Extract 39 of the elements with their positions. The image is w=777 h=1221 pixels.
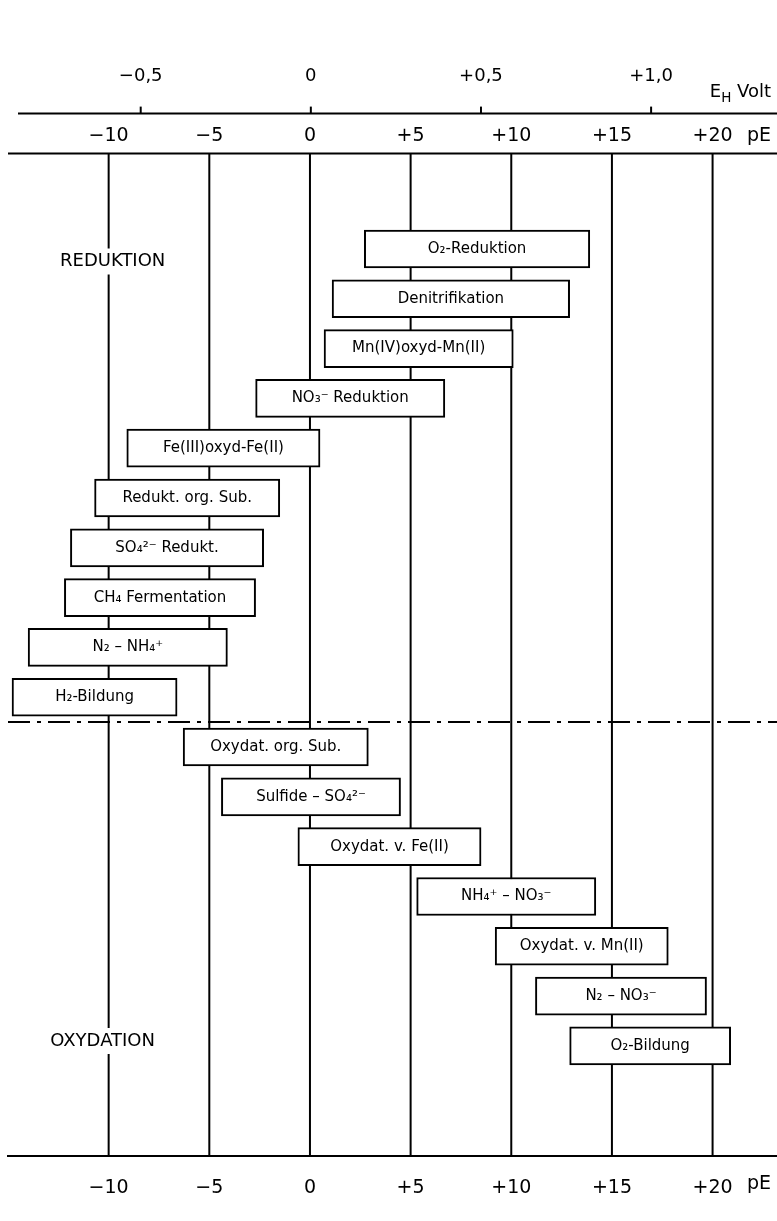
x2-tick-label: +1,0 <box>629 64 673 86</box>
text: +5 <box>396 1174 425 1197</box>
x-tick-label: +15 <box>591 122 632 145</box>
y-tick-label: CH₄ Fermentation <box>93 587 227 606</box>
y-tick-label: Oxydat. v. Fe(II) <box>330 836 449 855</box>
y-tick-label: Redukt. org. Sub. <box>122 487 252 506</box>
x-tick-label: +20 <box>692 122 733 145</box>
annotation: REDUKTION <box>60 249 166 271</box>
x-tick-label: −10 <box>88 122 129 145</box>
text: +20 <box>692 1174 733 1197</box>
y-tick-label: SO₄²⁻ Redukt. <box>115 537 219 556</box>
x-tick-label: 0 <box>303 122 317 145</box>
y-tick-label: Fe(III)oxyd-Fe(II) <box>162 438 284 457</box>
y-tick-label: NO₃⁻ Reduktion <box>291 388 409 407</box>
y-tick-label: N₂ – NO₃⁻ <box>585 985 657 1004</box>
text: 0 <box>303 1174 317 1197</box>
text: +10 <box>491 1174 532 1197</box>
x-tick-label: +5 <box>396 122 425 145</box>
x-tick-label: −5 <box>195 122 224 145</box>
y-tick-label: O₂-Reduktion <box>427 238 527 257</box>
y-tick-label: O₂-Bildung <box>610 1035 690 1054</box>
text: +15 <box>591 1174 632 1197</box>
y-tick-label: H₂-Bildung <box>55 687 134 706</box>
x2-tick-label: −0,5 <box>118 64 163 86</box>
text: −5 <box>195 1174 224 1197</box>
y-tick-label: NH₄⁺ – NO₃⁻ <box>461 886 552 905</box>
y-tick-label: Oxydat. v. Mn(II) <box>519 936 644 955</box>
x2-tick-label: +0,5 <box>459 64 503 86</box>
y-tick-label: Oxydat. org. Sub. <box>210 736 342 755</box>
y-tick-label: Mn(IV)oxyd-Mn(II) <box>352 338 486 357</box>
x-tick-label: +10 <box>491 122 532 145</box>
x-axis-title: pE <box>746 122 772 145</box>
y-tick-label: N₂ – NH₄⁺ <box>92 637 164 656</box>
x2-tick-label: 0 <box>305 64 317 86</box>
text: −10 <box>88 1174 129 1197</box>
y-tick-label: Sulfide – SO₄²⁻ <box>256 786 366 805</box>
annotation: OXYDATION <box>50 1028 155 1050</box>
y-tick-label: Denitrifikation <box>397 288 505 307</box>
text: pE <box>746 1171 772 1194</box>
